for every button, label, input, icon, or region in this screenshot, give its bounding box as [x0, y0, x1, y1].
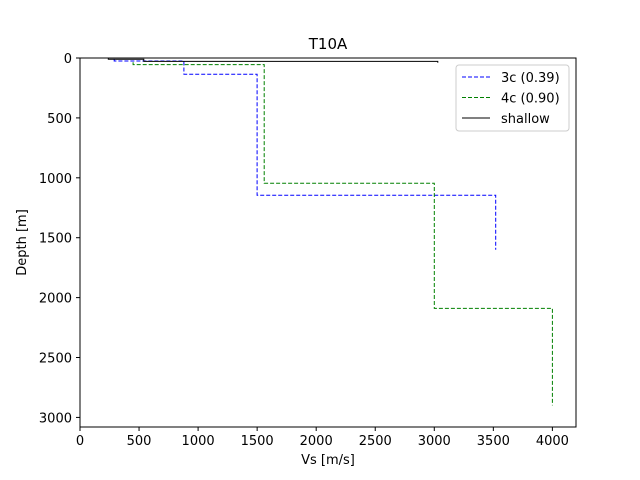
legend-label: 3c (0.39)	[501, 71, 560, 86]
y-tick-label: 2000	[39, 292, 72, 307]
chart-title: T10A	[308, 35, 348, 53]
x-tick-label: 3500	[477, 434, 510, 449]
x-tick-label: 2500	[359, 434, 392, 449]
x-tick-label: 2000	[300, 434, 333, 449]
x-tick-label: 4000	[536, 434, 569, 449]
y-tick-label: 2500	[39, 352, 72, 367]
x-tick-label: 500	[127, 434, 152, 449]
plot-frame	[79, 57, 577, 428]
y-tick-label: 1500	[39, 232, 72, 247]
plot-series-group	[107, 58, 553, 406]
series-line-2	[132, 62, 553, 406]
x-tick-label: 3000	[418, 434, 451, 449]
y-axis-label: Depth [m]	[15, 209, 30, 276]
x-tick-label: 1000	[182, 434, 215, 449]
x-axis-label: Vs [m/s]	[301, 453, 355, 468]
series-line-1	[113, 59, 497, 250]
x-tick-label: 1500	[241, 434, 274, 449]
y-axis: 0 500 1000 1500 2000 2500 3000	[39, 52, 80, 426]
y-tick-label: 1000	[39, 172, 72, 187]
legend-box	[455, 64, 570, 132]
legend: 3c (0.39) 4c (0.90) shallow	[455, 64, 570, 132]
legend-label: 4c (0.90)	[501, 92, 560, 107]
series-line-3	[107, 58, 439, 63]
y-tick-label: 3000	[39, 411, 72, 426]
y-tick-label: 0	[64, 52, 72, 67]
y-tick-label: 500	[47, 112, 72, 127]
legend-label: shallow	[501, 112, 550, 127]
x-tick-label: 0	[76, 434, 84, 449]
x-axis: 0 500 1000 1500 2000 2500 3000 3500 4000	[76, 427, 569, 449]
